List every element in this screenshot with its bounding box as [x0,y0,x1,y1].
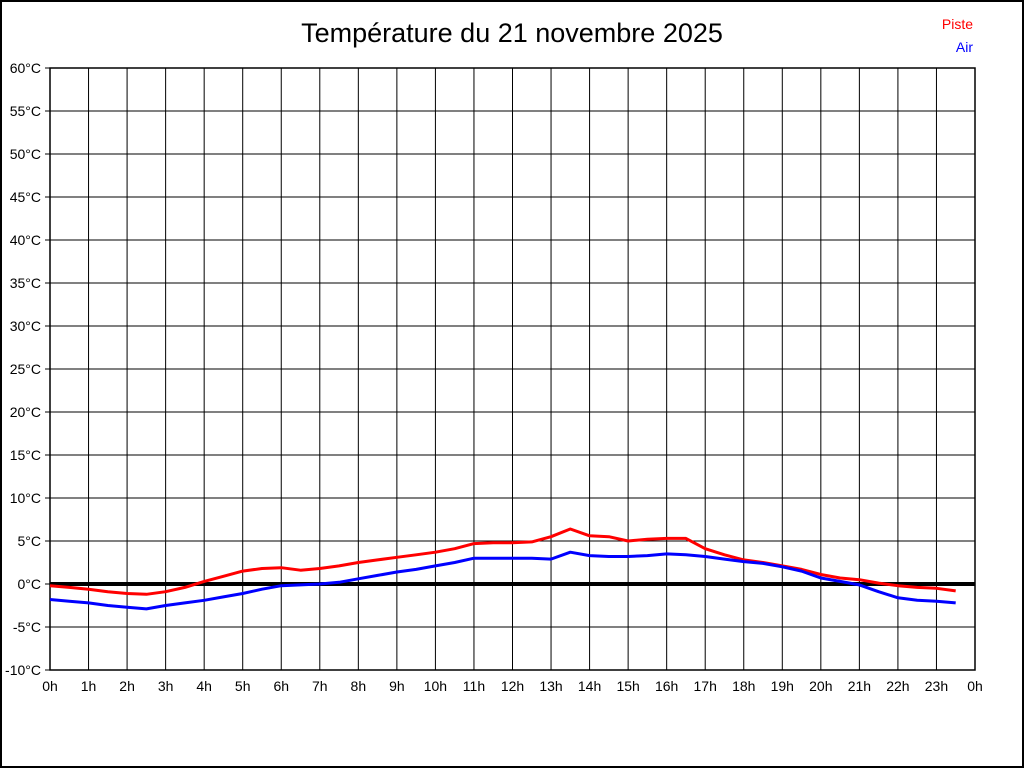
x-tick-label: 18h [732,678,755,694]
y-tick-label: -5°C [13,619,41,635]
x-tick-label: 12h [501,678,524,694]
x-tick-label: 7h [312,678,328,694]
legend-item-piste: Piste [941,16,973,32]
y-tick-label: 0°C [18,576,42,592]
x-tick-label: 6h [273,678,289,694]
x-tick-label: 0h [967,678,983,694]
series-line-piste [49,527,956,596]
x-tick-label: 14h [578,678,601,694]
x-tick-label: 13h [539,678,562,694]
y-tick-label: 30°C [10,318,41,334]
y-tick-label: -10°C [5,662,41,678]
x-tick-label: 23h [925,678,948,694]
x-tick-label: 5h [235,678,251,694]
y-tick-label: 20°C [10,404,41,420]
x-tick-label: 11h [463,678,485,694]
x-tick-label: 20h [809,678,832,694]
legend-item-air: Air [955,39,973,55]
x-tick-label: 10h [424,678,447,694]
x-tick-label: 0h [42,678,58,694]
y-tick-label: 55°C [10,103,41,119]
y-tick-label: 35°C [10,275,41,291]
y-tick-label: 25°C [10,361,41,377]
chart-title: Température du 21 novembre 2025 [301,18,723,48]
x-tick-label: 19h [771,678,794,694]
x-tick-label: 3h [158,678,174,694]
y-tick-label: 40°C [10,232,41,248]
y-tick-label: 45°C [10,189,41,205]
x-tick-label: 16h [655,678,678,694]
x-tick-label: 8h [351,678,367,694]
y-tick-label: 5°C [18,533,42,549]
x-tick-label: 15h [616,678,639,694]
x-tick-label: 17h [694,678,717,694]
x-tick-label: 22h [886,678,909,694]
y-tick-label: 60°C [10,60,41,76]
x-tick-label: 9h [389,678,405,694]
y-tick-label: 50°C [10,146,41,162]
x-tick-label: 21h [848,678,871,694]
y-tick-label: 15°C [10,447,41,463]
x-tick-label: 1h [81,678,97,694]
series-line-air [49,550,956,611]
y-tick-label: 10°C [10,490,41,506]
chart-legend: Piste Air [942,13,973,59]
x-tick-label: 2h [119,678,135,694]
x-tick-label: 4h [196,678,212,694]
plot-border [49,67,976,671]
